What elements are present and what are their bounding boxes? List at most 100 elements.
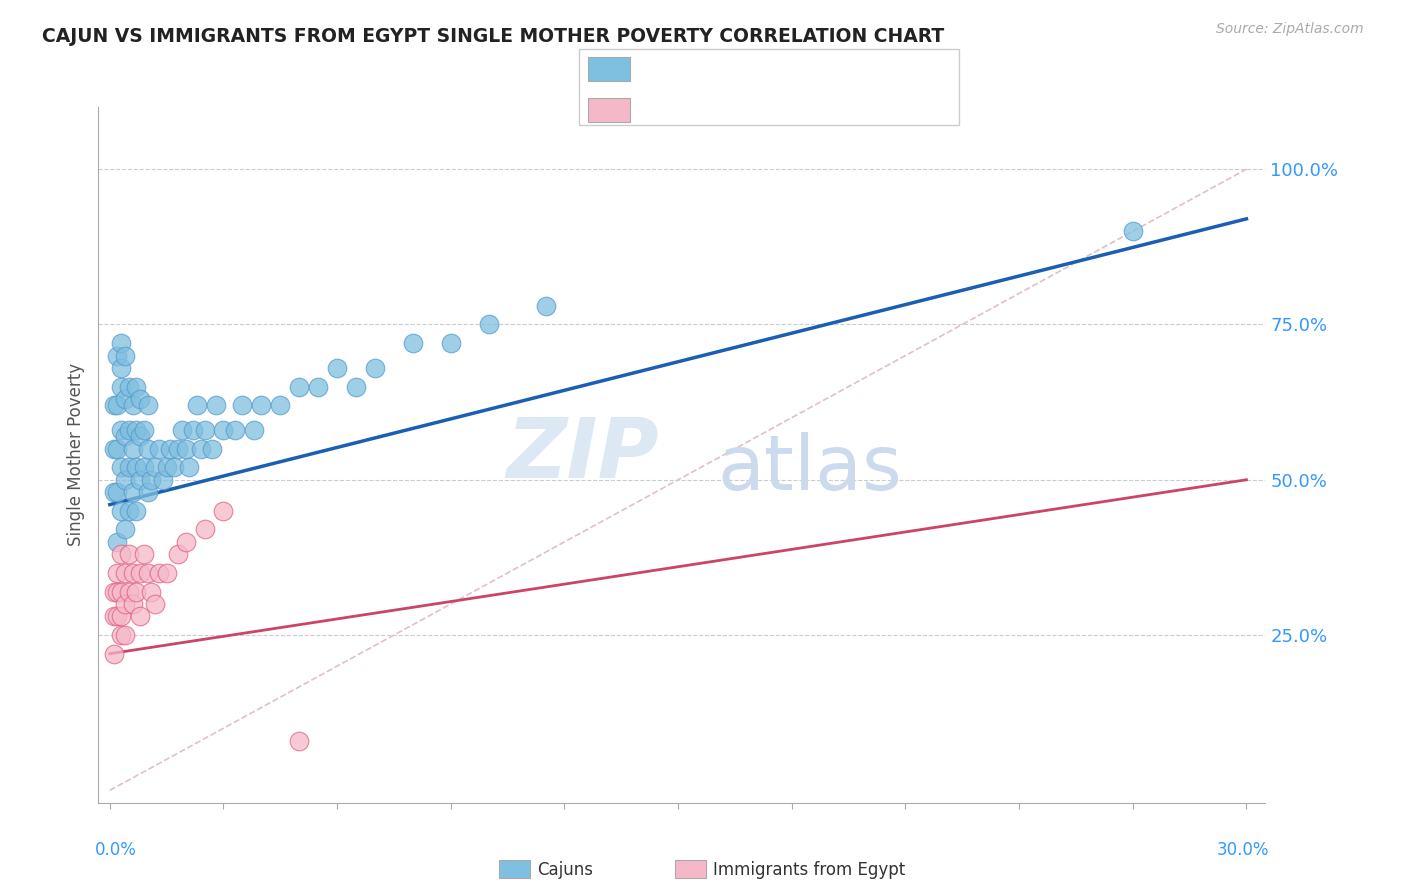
Point [121, 566, 143, 580]
Point [103, 647, 125, 661]
Point [129, 566, 152, 580]
Point [114, 566, 136, 580]
Point [231, 398, 253, 412]
Point [114, 597, 136, 611]
Point [148, 566, 170, 580]
Point [110, 460, 132, 475]
Point [402, 336, 425, 351]
Point [125, 584, 148, 599]
Point [110, 379, 132, 393]
Point [179, 460, 201, 475]
Point [190, 442, 212, 456]
Point [224, 423, 246, 437]
Text: R = 0.441   N =  31: R = 0.441 N = 31 [637, 98, 813, 116]
Point [110, 336, 132, 351]
Point [250, 398, 273, 412]
Point [114, 429, 136, 443]
Point [110, 547, 132, 561]
Point [193, 523, 215, 537]
Point [307, 379, 329, 393]
Point [364, 361, 387, 376]
Point [212, 423, 235, 437]
Point [326, 361, 349, 376]
Point [152, 473, 174, 487]
Point [114, 349, 136, 363]
Point [148, 442, 170, 456]
Point [105, 442, 128, 456]
Point [136, 566, 159, 580]
Point [193, 423, 215, 437]
Point [105, 566, 128, 580]
Point [103, 609, 125, 624]
Text: Immigrants from Egypt: Immigrants from Egypt [713, 861, 905, 879]
Point [114, 628, 136, 642]
Point [114, 523, 136, 537]
Point [121, 398, 143, 412]
Point [103, 442, 125, 456]
Point [125, 423, 148, 437]
Point [141, 584, 163, 599]
Point [103, 485, 125, 500]
Text: CAJUN VS IMMIGRANTS FROM EGYPT SINGLE MOTHER POVERTY CORRELATION CHART: CAJUN VS IMMIGRANTS FROM EGYPT SINGLE MO… [42, 27, 945, 45]
Point [110, 423, 132, 437]
Text: atlas: atlas [717, 432, 901, 506]
Point [110, 628, 132, 642]
Point [132, 460, 155, 475]
Point [170, 423, 193, 437]
Point [174, 534, 197, 549]
Point [105, 349, 128, 363]
Point [288, 733, 311, 747]
Point [205, 398, 228, 412]
Point [174, 442, 197, 456]
Point [136, 442, 159, 456]
Point [269, 398, 291, 412]
Point [141, 473, 163, 487]
Point [167, 442, 190, 456]
Point [136, 398, 159, 412]
Point [440, 336, 463, 351]
Point [110, 584, 132, 599]
Point [242, 423, 264, 437]
Point [121, 442, 143, 456]
Point [167, 547, 190, 561]
Point [132, 423, 155, 437]
Text: Cajuns: Cajuns [537, 861, 593, 879]
Point [110, 504, 132, 518]
Point [105, 485, 128, 500]
Point [118, 584, 141, 599]
Point [118, 460, 141, 475]
Point [114, 473, 136, 487]
Point [105, 398, 128, 412]
Point [114, 392, 136, 406]
Point [118, 379, 141, 393]
Point [129, 392, 152, 406]
Point [159, 442, 181, 456]
Text: 30.0%: 30.0% [1216, 841, 1268, 859]
Point [201, 442, 224, 456]
Point [212, 504, 235, 518]
Point [129, 429, 152, 443]
Y-axis label: Single Mother Poverty: Single Mother Poverty [67, 363, 86, 547]
Point [129, 609, 152, 624]
Text: ZIP: ZIP [506, 415, 658, 495]
Point [118, 547, 141, 561]
Text: R = 0.350   N = 70: R = 0.350 N = 70 [637, 60, 807, 78]
Point [121, 597, 143, 611]
Point [105, 584, 128, 599]
Text: 0.0%: 0.0% [96, 841, 136, 859]
Point [344, 379, 367, 393]
Point [181, 423, 204, 437]
Point [288, 379, 311, 393]
Point [129, 473, 152, 487]
Point [125, 504, 148, 518]
Point [132, 547, 155, 561]
Point [105, 534, 128, 549]
Point [118, 423, 141, 437]
Text: Source: ZipAtlas.com: Source: ZipAtlas.com [1216, 22, 1364, 37]
Point [156, 460, 179, 475]
Point [125, 460, 148, 475]
Point [103, 584, 125, 599]
Point [143, 460, 166, 475]
Point [534, 299, 557, 313]
Point [125, 379, 148, 393]
